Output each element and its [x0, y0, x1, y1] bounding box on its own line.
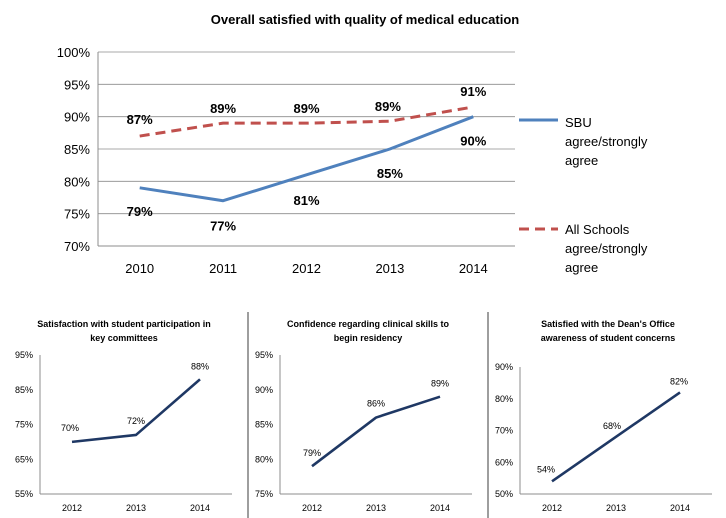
small-x-tick-label: 2014: [670, 503, 690, 513]
main-x-tick-label: 2012: [292, 261, 321, 276]
legend-entry-1: agree/strongly: [565, 134, 648, 149]
small-data-label: 70%: [61, 423, 79, 433]
small-x-tick-label: 2012: [302, 503, 322, 513]
legend-entry-2: agree/strongly: [565, 241, 648, 256]
main-data-label: 77%: [210, 219, 236, 234]
small-data-label: 68%: [603, 421, 621, 431]
small-x-tick-label: 2013: [366, 503, 386, 513]
small-chart-title-2: Confidence regarding clinical skills to: [287, 319, 450, 329]
main-data-label: 91%: [460, 84, 486, 99]
main-x-tick-label: 2014: [459, 261, 488, 276]
main-y-tick-label: 80%: [64, 174, 90, 189]
main-x-tick-label: 2011: [209, 261, 237, 276]
small-y-tick-label: 55%: [15, 489, 33, 499]
main-data-label: 87%: [127, 112, 153, 127]
small-series-line-1: [71, 378, 201, 444]
small-data-label: 54%: [537, 464, 555, 474]
small-y-tick-label: 90%: [255, 385, 273, 395]
small-chart-title-3: awareness of student concerns: [541, 333, 676, 343]
small-y-tick-label: 80%: [255, 454, 273, 464]
main-y-tick-label: 70%: [64, 239, 90, 254]
main-data-label: 79%: [127, 204, 153, 219]
small-y-tick-label: 80%: [495, 394, 513, 404]
small-y-tick-label: 75%: [15, 420, 33, 430]
small-y-tick-label: 65%: [15, 454, 33, 464]
main-data-label: 85%: [377, 166, 403, 181]
small-y-tick-label: 75%: [255, 489, 273, 499]
main-data-label: 90%: [460, 134, 486, 149]
small-data-label: 89%: [431, 379, 449, 389]
main-data-label: 81%: [293, 193, 319, 208]
small-chart-title-3: Satisfied with the Dean's Office: [541, 319, 675, 329]
small-x-tick-label: 2013: [606, 503, 626, 513]
main-data-label: 89%: [375, 99, 401, 114]
legend-entry-1: agree: [565, 153, 598, 168]
small-data-label: 79%: [303, 448, 321, 458]
small-series-line-2: [311, 395, 441, 468]
legend-entry-1: SBU: [565, 115, 592, 130]
small-x-tick-label: 2012: [62, 503, 82, 513]
small-y-tick-label: 90%: [495, 362, 513, 372]
small-y-tick-label: 70%: [495, 426, 513, 436]
main-chart-title: Overall satisfied with quality of medica…: [211, 12, 520, 27]
legend-entry-2: All Schools: [565, 222, 630, 237]
small-series-line-3: [551, 391, 681, 483]
small-data-label: 82%: [670, 376, 688, 386]
small-y-tick-label: 85%: [15, 385, 33, 395]
small-y-tick-label: 95%: [15, 350, 33, 360]
main-y-tick-label: 75%: [64, 207, 90, 222]
small-y-tick-label: 95%: [255, 350, 273, 360]
main-y-tick-label: 95%: [64, 77, 90, 92]
small-x-tick-label: 2014: [190, 503, 210, 513]
main-data-label: 89%: [293, 101, 319, 116]
small-x-tick-label: 2013: [126, 503, 146, 513]
main-y-tick-label: 85%: [64, 142, 90, 157]
small-data-label: 72%: [127, 416, 145, 426]
small-x-tick-label: 2012: [542, 503, 562, 513]
main-series-line-1: [139, 115, 474, 203]
main-data-label: 89%: [210, 101, 236, 116]
legend-entry-2: agree: [565, 260, 598, 275]
small-chart-title-1: key committees: [90, 333, 158, 343]
small-y-tick-label: 50%: [495, 489, 513, 499]
small-y-tick-label: 60%: [495, 457, 513, 467]
main-y-tick-label: 100%: [57, 45, 91, 60]
main-x-tick-label: 2010: [125, 261, 154, 276]
small-data-label: 86%: [367, 399, 385, 409]
small-x-tick-label: 2014: [430, 503, 450, 513]
small-data-label: 88%: [191, 361, 209, 371]
small-chart-title-2: begin residency: [334, 333, 403, 343]
main-series-line-2: [139, 105, 474, 138]
main-y-tick-label: 90%: [64, 110, 90, 125]
small-y-tick-label: 85%: [255, 420, 273, 430]
small-chart-title-1: Satisfaction with student participation …: [37, 319, 211, 329]
main-x-tick-label: 2013: [375, 261, 404, 276]
